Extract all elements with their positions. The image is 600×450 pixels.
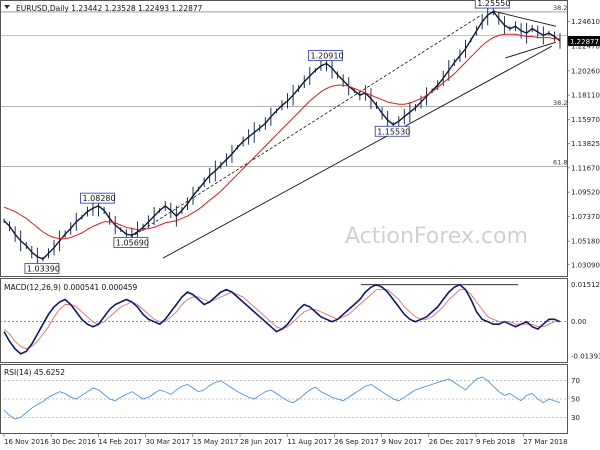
x-tick-label: 11 Aug 2017 <box>287 438 332 446</box>
macd-layer <box>0 283 567 355</box>
rsi-layer <box>0 376 567 420</box>
triangle-upper <box>493 10 557 27</box>
current-price-tag <box>568 36 600 47</box>
rsi-tick-label: 70 <box>571 377 580 385</box>
macd-tick-label: 0.01512 <box>571 281 600 289</box>
rsi-series <box>3 376 561 420</box>
chevron-down-icon[interactable] <box>4 5 10 9</box>
y-tick-label: 1.07370 <box>571 213 600 221</box>
triangle-lower <box>505 41 557 59</box>
rsi-tick-label: 50 <box>571 396 580 404</box>
macd-tick-label: 0.00 <box>571 318 587 326</box>
x-tick-label: 26 Dec 2017 <box>429 438 474 446</box>
y-tick-label: 1.11670 <box>571 164 600 172</box>
y-tick-label: 1.18110 <box>571 92 600 100</box>
trendline-dashed <box>117 14 482 246</box>
annotation-box <box>24 262 60 274</box>
main-panel-frame <box>0 0 568 277</box>
macd-tick-label: -0.013938 <box>571 353 600 361</box>
y-tick-label: 1.13825 <box>571 140 600 148</box>
chart-title: EURUSD,Daily 1.23442 1.23528 1.22493 1.2… <box>16 4 203 13</box>
rsi-label: RSI(14) 45.6252 <box>4 368 65 377</box>
x-tick-label: 30 Dec 2016 <box>51 438 96 446</box>
watermark: ActionForex.com <box>345 224 528 249</box>
macd-signal-series <box>3 289 560 350</box>
price-series <box>3 10 561 260</box>
y-tick-label: 1.20260 <box>571 67 600 75</box>
fib-label: 61.8 <box>553 159 567 167</box>
trendline-support <box>162 45 553 259</box>
annotation-box <box>474 0 510 9</box>
x-tick-label: 9 Nov 2017 <box>382 438 422 446</box>
macd-panel-frame <box>0 278 568 363</box>
x-tick-label: 15 May 2017 <box>193 438 239 446</box>
y-tick-label: 1.03090 <box>571 261 600 269</box>
rsi-tick-label: 30 <box>571 414 580 422</box>
annotation-label: 1.20910 <box>310 51 343 60</box>
x-tick-label: 28 Jun 2017 <box>240 438 282 446</box>
annotation-box <box>113 237 149 248</box>
annotation-box <box>80 192 115 204</box>
main-price-layer: 38.2 38.2 61.8 1.03390 1.08280 1.05690 1.20910… <box>0 0 600 274</box>
y-tick-label: 1.09520 <box>571 189 600 197</box>
y-tick-label: 1.15970 <box>571 116 600 124</box>
annotation-label: 1.25550 <box>477 0 510 8</box>
x-tick-label: 27 Mar 2018 <box>523 438 567 446</box>
axes-layer: 1.24610 1.22470 1.20260 1.18110 1.15970 1.138… <box>3 18 600 446</box>
macd-series <box>3 283 561 355</box>
y-tick-label: 1.05180 <box>571 238 600 246</box>
fib-label: 38.2 <box>553 99 567 107</box>
x-tick-label: 16 Nov 2016 <box>4 438 49 446</box>
x-tick-label: 9 Feb 2018 <box>476 438 515 446</box>
x-tick-label: 14 Feb 2017 <box>98 438 142 446</box>
x-tick-label: 26 Sep 2017 <box>334 438 378 446</box>
y-tick-label: 1.24610 <box>571 18 600 26</box>
annotation-label: 1.08280 <box>83 194 116 203</box>
x-tick-label: 30 Mar 2017 <box>146 438 190 446</box>
annotation-label: 1.03390 <box>27 264 60 273</box>
y-tick-label: 1.22470 <box>571 42 600 50</box>
current-price-label: 1.22877 <box>570 38 599 46</box>
annotation-label: 1.05690 <box>116 238 149 247</box>
fib-label: 38.2 <box>553 4 567 12</box>
annotation-label: 1.15530 <box>377 127 410 136</box>
annotation-box <box>308 50 343 61</box>
moving-average-series <box>3 33 560 240</box>
annotation-box <box>374 125 410 137</box>
macd-label: MACD(12,26,9) 0.000541 0.000459 <box>4 283 138 292</box>
